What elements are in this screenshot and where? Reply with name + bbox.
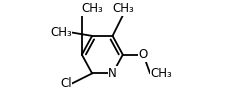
Text: CH₃: CH₃ [50,26,71,39]
Text: N: N [108,67,116,80]
Text: O: O [138,48,147,61]
Text: CH₃: CH₃ [149,67,171,80]
Text: CH₃: CH₃ [81,2,103,15]
Text: CH₃: CH₃ [111,2,133,15]
Text: Cl: Cl [60,77,71,90]
